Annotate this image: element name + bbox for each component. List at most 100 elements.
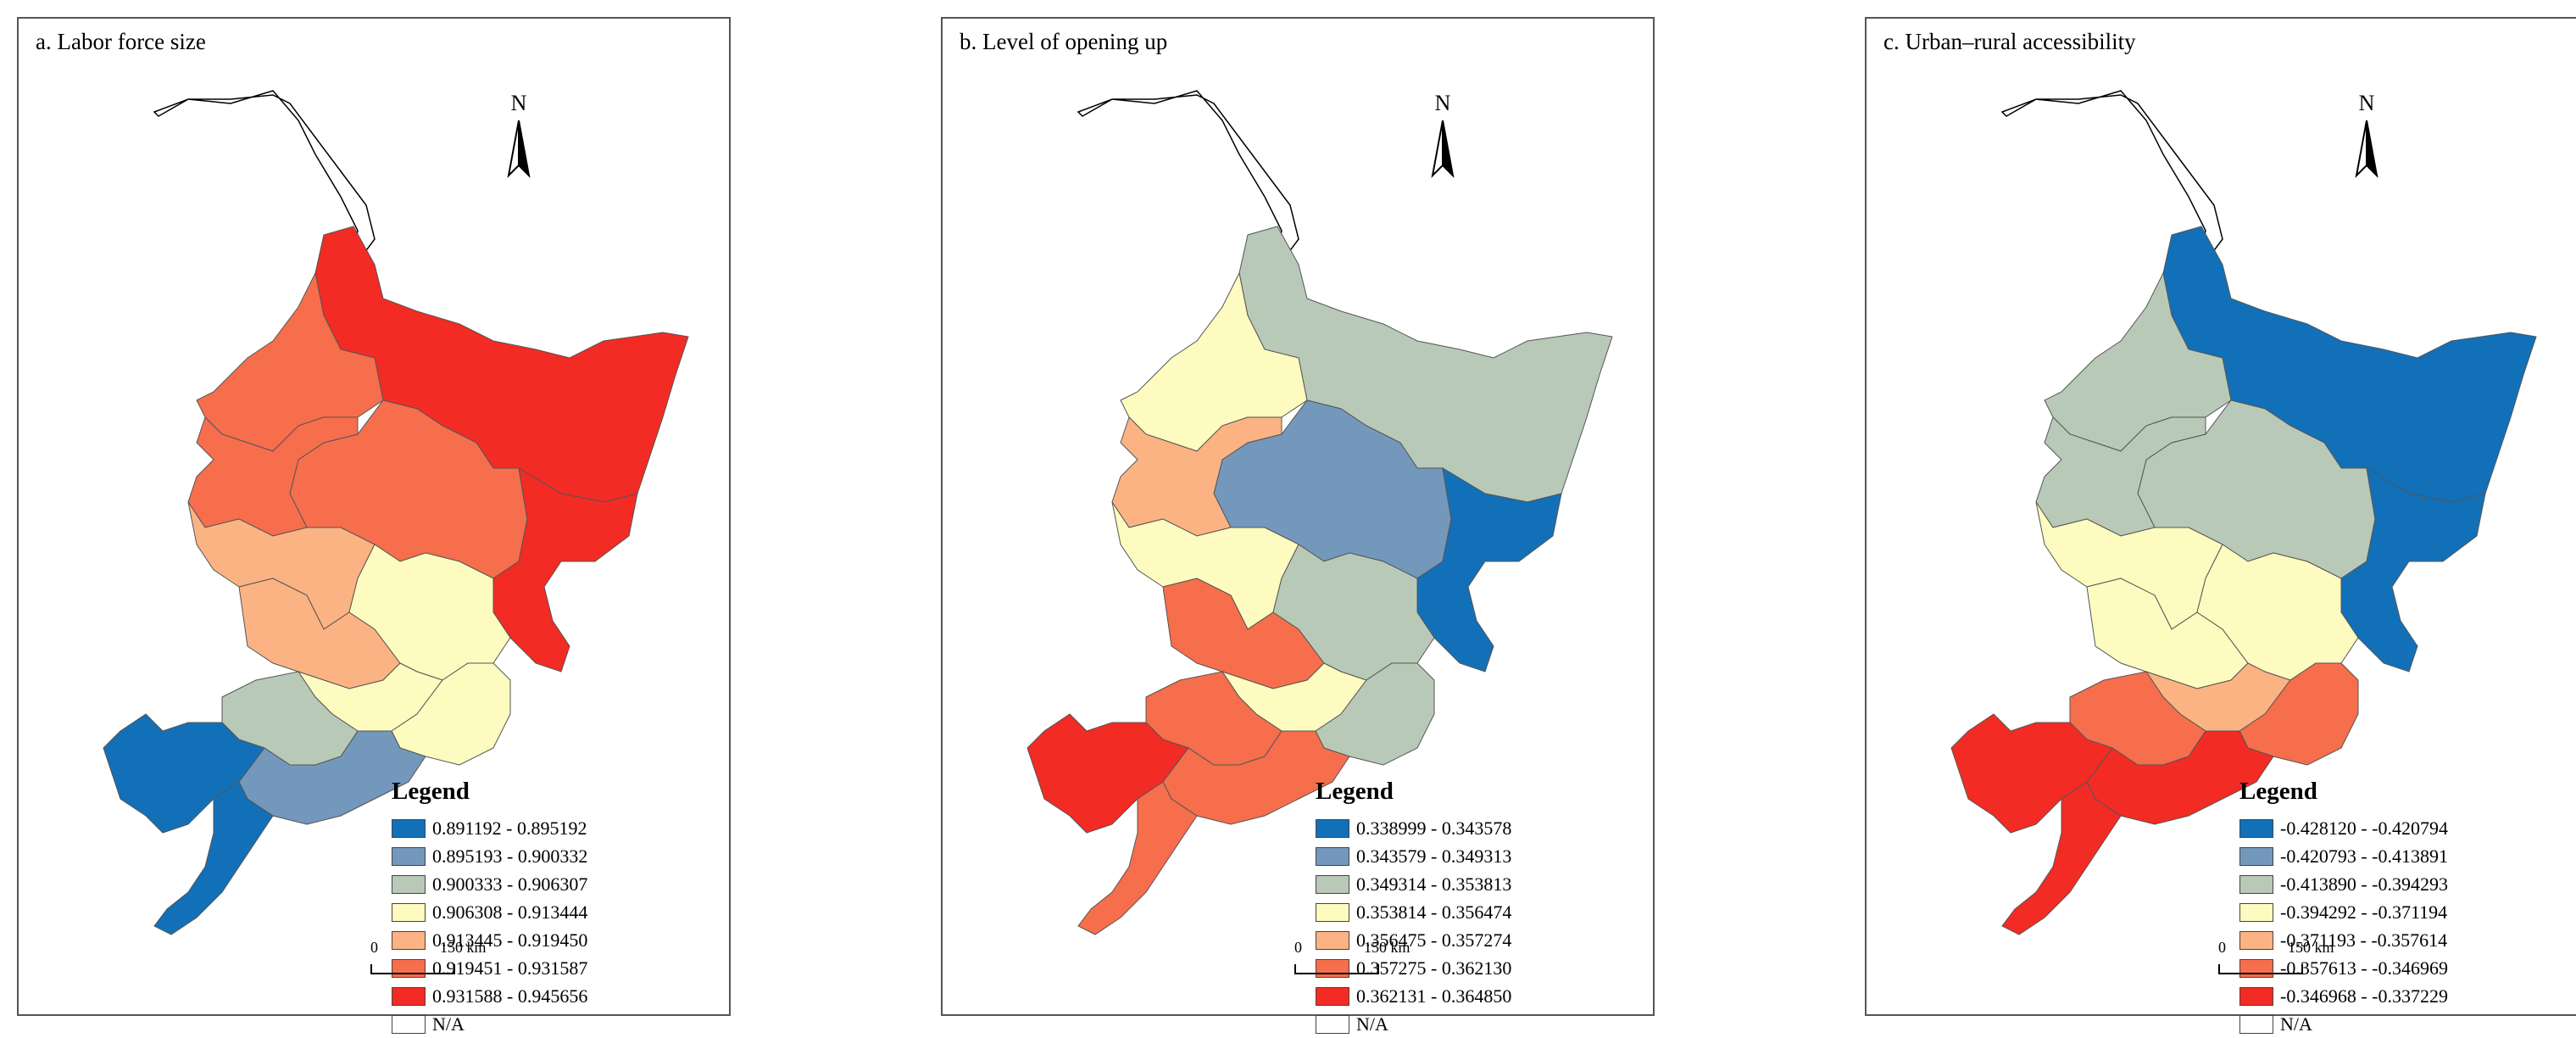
legend-item: N/A <box>392 1010 587 1038</box>
legend-item: 0.353814 - 0.356474 <box>1316 898 1511 926</box>
legend-swatch <box>2239 874 2273 894</box>
legend-item: 0.343579 - 0.349313 <box>1316 842 1511 870</box>
legend-item: N/A <box>1316 1010 1511 1038</box>
scale-end-label: 150 km <box>1364 939 1410 956</box>
legend-swatch <box>1316 986 1349 1006</box>
legend-label: 0.919451 - 0.931587 <box>432 957 588 979</box>
region-peninsula <box>2001 781 2122 935</box>
legend-swatch <box>392 818 426 838</box>
legend-swatch <box>392 986 426 1006</box>
panel-title: b. Level of opening up <box>960 29 1168 54</box>
legend-label: N/A <box>1356 1013 1388 1035</box>
region-east <box>492 467 638 672</box>
region-east <box>1416 467 1562 672</box>
legend-item: 0.931588 - 0.945656 <box>392 982 587 1010</box>
legend-label: 0.356475 - 0.357274 <box>1356 929 1512 951</box>
region-northwest <box>1111 416 1282 537</box>
legend-rows: -0.428120 - -0.420794 -0.420793 - -0.4138… <box>2239 814 2448 1038</box>
panel-title: c. Urban–rural accessibility <box>1883 29 2136 54</box>
legend-swatch <box>2239 1014 2273 1034</box>
legend-item: 0.356475 - 0.357274 <box>1316 926 1511 954</box>
legend-swatch <box>1316 1014 1349 1034</box>
legend-label: 0.338999 - 0.343578 <box>1356 817 1512 839</box>
legend-label: -0.428120 - -0.420794 <box>2280 817 2448 839</box>
legend-label: -0.371193 - -0.357614 <box>2280 929 2448 951</box>
panel-title: a. Labor force size <box>36 29 206 54</box>
legend-swatch <box>392 902 426 922</box>
legend-item: 0.913445 - 0.919450 <box>392 926 587 954</box>
panel-opening-up: b. Level of opening up N Legend 0.338999… <box>941 17 1655 1035</box>
legend-swatch <box>1316 874 1349 894</box>
panel-labor-force: a. Labor force size N Legend 0.891192 - … <box>17 17 731 1035</box>
legend-item: -0.371193 - -0.357614 <box>2239 926 2448 954</box>
legend-label: 0.891192 - 0.895192 <box>432 817 587 839</box>
legend-swatch <box>1316 930 1349 950</box>
scale-zero-label: 0 <box>2218 939 2226 956</box>
legend-item: -0.394292 - -0.371194 <box>2239 898 2448 926</box>
legend-label: -0.420793 - -0.413891 <box>2280 845 2448 867</box>
scale-bar: 0 150 km <box>2218 939 2334 981</box>
legend-label: 0.931588 - 0.945656 <box>432 985 588 1007</box>
legend-label: 0.362131 - 0.364850 <box>1356 985 1512 1007</box>
legend: Legend 0.891192 - 0.895192 0.895193 - 0.9… <box>392 778 587 1038</box>
legend-title: Legend <box>392 778 470 805</box>
scale-bar: 0 150 km <box>370 939 487 981</box>
region-na <box>153 90 376 274</box>
legend-item: N/A <box>2239 1010 2448 1038</box>
scale-bar: 0 150 km <box>1294 939 1410 981</box>
legend-swatch <box>2239 930 2273 950</box>
legend-label: N/A <box>432 1013 465 1035</box>
legend-item: -0.428120 - -0.420794 <box>2239 814 2448 842</box>
legend-item: 0.338999 - 0.343578 <box>1316 814 1511 842</box>
legend-item: 0.919451 - 0.931587 <box>392 954 587 982</box>
legend-rows: 0.338999 - 0.343578 0.343579 - 0.349313 0.… <box>1316 814 1511 1038</box>
region-east <box>2340 467 2486 672</box>
legend: Legend -0.428120 - -0.420794 -0.420793 - … <box>2239 778 2448 1038</box>
region-na <box>1077 90 1299 274</box>
legend-swatch <box>392 846 426 866</box>
legend-label: -0.394292 - -0.371194 <box>2280 901 2448 923</box>
legend-item: 0.895193 - 0.900332 <box>392 842 587 870</box>
region-peninsula <box>1077 781 1198 935</box>
scale-zero-label: 0 <box>1294 939 1302 956</box>
legend-swatch <box>2239 986 2273 1006</box>
north-label: N <box>510 91 527 115</box>
scale-zero-label: 0 <box>370 939 378 956</box>
legend-item: -0.346968 - -0.337229 <box>2239 982 2448 1010</box>
legend-item: 0.362131 - 0.364850 <box>1316 982 1511 1010</box>
legend-item: 0.906308 - 0.913444 <box>392 898 587 926</box>
legend-label: N/A <box>2280 1013 2312 1035</box>
scale-end-label: 150 km <box>440 939 487 956</box>
legend-swatch <box>1316 818 1349 838</box>
legend-label: -0.413890 - -0.394293 <box>2280 873 2448 895</box>
choropleth-map <box>1027 90 1613 935</box>
legend-label: -0.346968 - -0.337229 <box>2280 985 2448 1007</box>
choropleth-map <box>103 90 689 935</box>
region-northwest <box>2035 416 2206 537</box>
legend-item: 0.900333 - 0.906307 <box>392 870 587 898</box>
legend-swatch <box>392 930 426 950</box>
legend-label: 0.913445 - 0.919450 <box>432 929 588 951</box>
legend-label: -0.357613 - -0.346969 <box>2280 957 2448 979</box>
region-na <box>2000 90 2223 274</box>
legend-swatch <box>2239 846 2273 866</box>
choropleth-map <box>1950 90 2537 935</box>
legend: Legend 0.338999 - 0.343578 0.343579 - 0.3… <box>1316 778 1511 1038</box>
scale-line <box>370 964 455 974</box>
legend-label: 0.906308 - 0.913444 <box>432 901 588 923</box>
legend-label: 0.895193 - 0.900332 <box>432 845 588 867</box>
panel-urban-rural: c. Urban–rural accessibility N Legend -0… <box>1865 17 2576 1035</box>
north-label: N <box>2358 91 2375 115</box>
legend-label: 0.353814 - 0.356474 <box>1356 901 1512 923</box>
legend-title: Legend <box>1316 778 1394 805</box>
legend-swatch <box>2239 902 2273 922</box>
region-peninsula <box>153 781 274 935</box>
legend-swatch <box>2239 818 2273 838</box>
legend-item: 0.891192 - 0.895192 <box>392 814 587 842</box>
legend-label: 0.900333 - 0.906307 <box>432 873 588 895</box>
legend-item: -0.420793 - -0.413891 <box>2239 842 2448 870</box>
scale-end-label: 150 km <box>2288 939 2334 956</box>
legend-title: Legend <box>2239 778 2317 805</box>
north-arrow-icon: N <box>1417 91 1468 193</box>
north-arrow-icon: N <box>2341 91 2392 193</box>
